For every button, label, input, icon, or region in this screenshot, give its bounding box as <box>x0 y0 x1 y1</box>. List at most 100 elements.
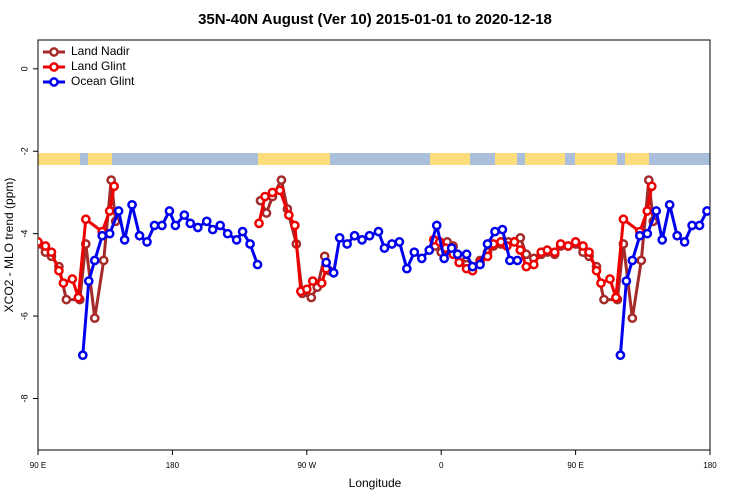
data-point <box>284 210 294 220</box>
data-point <box>134 230 145 241</box>
data-point <box>334 232 345 243</box>
data-point <box>113 206 124 216</box>
data-point <box>231 234 242 245</box>
y-tick-label: -4 <box>19 230 29 238</box>
data-point <box>467 261 478 272</box>
data-point <box>157 220 167 231</box>
data-point <box>424 245 435 256</box>
data-point <box>512 255 523 266</box>
data-point <box>461 249 472 260</box>
data-point <box>452 249 463 260</box>
series <box>38 175 659 323</box>
data-point <box>316 278 327 288</box>
y-axis-label: XCO2 - MLO trend (ppm) <box>2 178 16 313</box>
data-point <box>73 292 84 303</box>
data-point <box>89 255 100 266</box>
data-point <box>439 253 450 264</box>
chart-title: 35N-40N August (Ver 10) 2015-01-01 to 20… <box>198 11 552 28</box>
legend-label: Land Glint <box>71 59 126 73</box>
data-point <box>321 257 332 268</box>
data-point <box>605 274 615 284</box>
data-point <box>290 220 300 231</box>
data-point <box>505 255 515 266</box>
data-point <box>627 255 638 266</box>
data-point <box>402 263 412 274</box>
data-point <box>46 247 57 258</box>
data-point <box>109 181 120 192</box>
data-point <box>578 241 588 251</box>
data-point <box>149 220 160 231</box>
y-tick-label: 0 <box>19 66 29 71</box>
data-point <box>61 294 72 305</box>
legend-label: Ocean Glint <box>71 74 135 88</box>
data-point <box>515 245 526 256</box>
data-point <box>104 206 115 216</box>
legend-marker <box>49 47 59 57</box>
legend-label: Land Nadir <box>71 44 130 58</box>
data-point <box>77 350 88 361</box>
data-point <box>306 292 317 303</box>
data-point <box>127 199 137 210</box>
land-mask-strip <box>38 153 710 165</box>
data-point <box>621 276 632 286</box>
data-point <box>301 284 312 295</box>
data-point <box>431 220 442 231</box>
data-point <box>307 276 318 286</box>
data-point <box>80 214 91 225</box>
data-point <box>119 234 130 245</box>
data-point <box>679 237 690 247</box>
data-point <box>475 259 485 270</box>
data-point <box>379 243 390 253</box>
data-point <box>627 313 638 323</box>
data-point <box>416 253 427 264</box>
data-point <box>267 187 278 198</box>
data-point <box>555 239 566 249</box>
data-point <box>97 230 108 241</box>
data-point <box>192 222 203 233</box>
data-point <box>98 255 109 266</box>
data-point <box>672 230 682 241</box>
y-tick-label: -2 <box>19 147 29 155</box>
data-point <box>373 226 384 237</box>
x-tick-label: 180 <box>166 461 180 470</box>
x-tick-label: 90 E <box>30 461 46 470</box>
series <box>77 199 710 361</box>
data-point <box>549 247 560 258</box>
x-tick-label: 90 W <box>297 461 316 470</box>
data-point <box>664 199 675 210</box>
data-point <box>584 247 594 258</box>
data-point <box>646 181 657 192</box>
data-point <box>570 237 581 247</box>
data-point <box>454 257 464 268</box>
x-axis-label: Longitude <box>349 476 402 490</box>
data-point <box>58 278 69 288</box>
data-point <box>482 239 493 249</box>
data-point <box>657 234 668 245</box>
data-point <box>142 237 152 247</box>
data-point <box>521 261 532 272</box>
data-point <box>634 230 645 241</box>
data-point <box>185 218 196 229</box>
y-tick-label: -8 <box>19 394 29 402</box>
data-point <box>394 237 405 247</box>
data-point <box>596 278 606 288</box>
legend-marker <box>49 77 59 87</box>
data-point <box>54 265 64 276</box>
data-point <box>252 259 263 270</box>
data-point <box>260 191 270 202</box>
data-point <box>357 234 367 245</box>
data-point <box>276 175 287 185</box>
data-point <box>164 206 175 216</box>
data-point <box>207 224 218 235</box>
data-point <box>636 255 647 266</box>
data-point <box>446 243 457 253</box>
legend-marker <box>49 62 59 72</box>
data-point <box>67 274 78 284</box>
data-point <box>275 185 285 196</box>
x-tick-label: 90 E <box>567 461 583 470</box>
data-point <box>342 239 352 249</box>
x-tick-label: 0 <box>439 461 444 470</box>
data-point <box>618 214 629 225</box>
data-point <box>237 226 248 237</box>
